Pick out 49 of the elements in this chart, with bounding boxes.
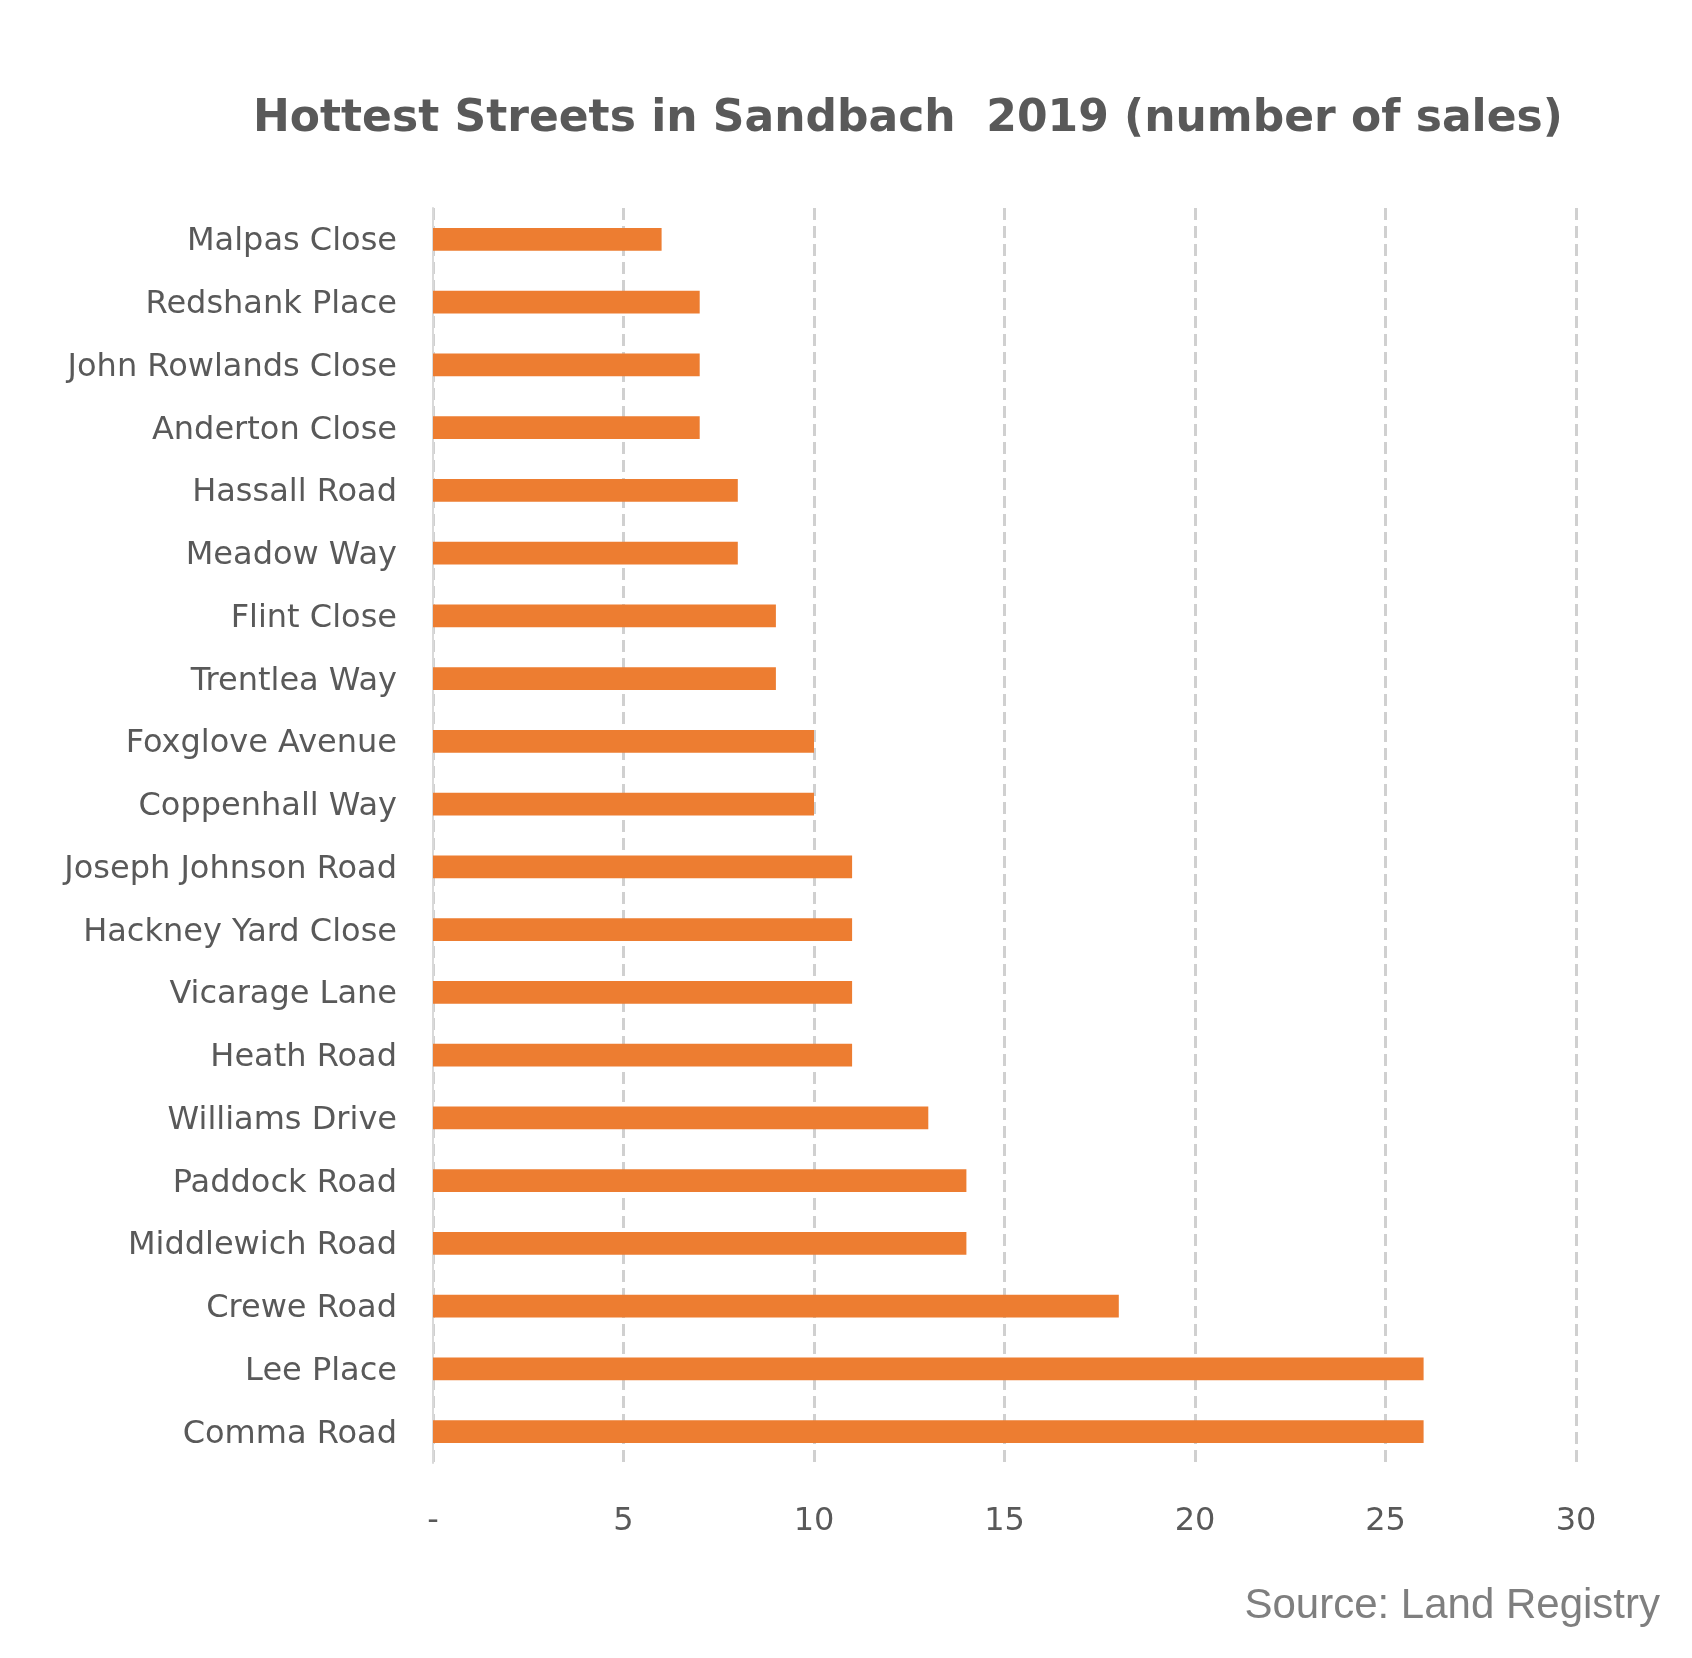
y-tick-label: Hackney Yard Close — [83, 910, 397, 949]
y-tick-label: Joseph Johnson Road — [62, 847, 397, 886]
bar — [433, 730, 814, 753]
bar — [433, 416, 700, 439]
y-tick-label: Paddock Road — [172, 1161, 397, 1200]
y-tick-label: Heath Road — [210, 1036, 397, 1075]
bar — [433, 1294, 1119, 1318]
y-tick-label: Anderton Close — [151, 408, 397, 447]
y-tick-label: Foxglove Avenue — [125, 722, 397, 761]
bar — [433, 604, 776, 628]
x-tick-label: 30 — [1555, 1500, 1597, 1538]
bar — [433, 1106, 929, 1130]
x-tick-label: 15 — [984, 1500, 1025, 1538]
x-tick-label: 25 — [1365, 1500, 1406, 1538]
bar — [433, 1232, 967, 1255]
x-tick-label: 10 — [793, 1500, 835, 1538]
bar — [433, 1420, 1424, 1443]
y-tick-label: Comma Road — [182, 1412, 397, 1451]
y-tick-label: Vicarage Lane — [169, 973, 397, 1012]
y-tick-label: Trentlea Way — [189, 659, 397, 698]
bar — [433, 353, 700, 377]
y-tick-label: Lee Place — [245, 1349, 397, 1388]
y-tick-label: Malpas Close — [186, 220, 397, 259]
x-tick-label: 5 — [613, 1500, 634, 1538]
y-tick-label: John Rowlands Close — [65, 345, 397, 384]
bar — [433, 918, 853, 941]
y-tick-label: Flint Close — [230, 596, 397, 635]
y-tick-label: Redshank Place — [145, 283, 397, 322]
y-tick-label: Meadow Way — [185, 534, 397, 573]
y-tick-label: Williams Drive — [167, 1098, 397, 1137]
bar — [433, 1357, 1424, 1381]
bar — [433, 290, 700, 314]
bar — [433, 228, 662, 251]
bar — [433, 981, 853, 1004]
y-tick-label: Middlewich Road — [127, 1224, 397, 1263]
bar — [433, 541, 738, 565]
bar — [433, 667, 776, 690]
bar — [433, 1043, 853, 1067]
bar — [433, 855, 853, 879]
y-tick-label: Crewe Road — [206, 1287, 397, 1326]
bar — [433, 479, 738, 502]
source-note: Source: Land Registry — [1244, 1579, 1661, 1627]
chart-title: Hottest Streets in Sandbach 2019 (number of sales) — [253, 89, 1563, 141]
x-tick-label: - — [427, 1500, 439, 1538]
y-tick-label: Hassall Road — [192, 471, 397, 510]
x-tick-label: 20 — [1174, 1500, 1216, 1538]
y-tick-label: Coppenhall Way — [138, 785, 397, 824]
bar — [433, 1169, 967, 1192]
bar — [433, 792, 814, 816]
